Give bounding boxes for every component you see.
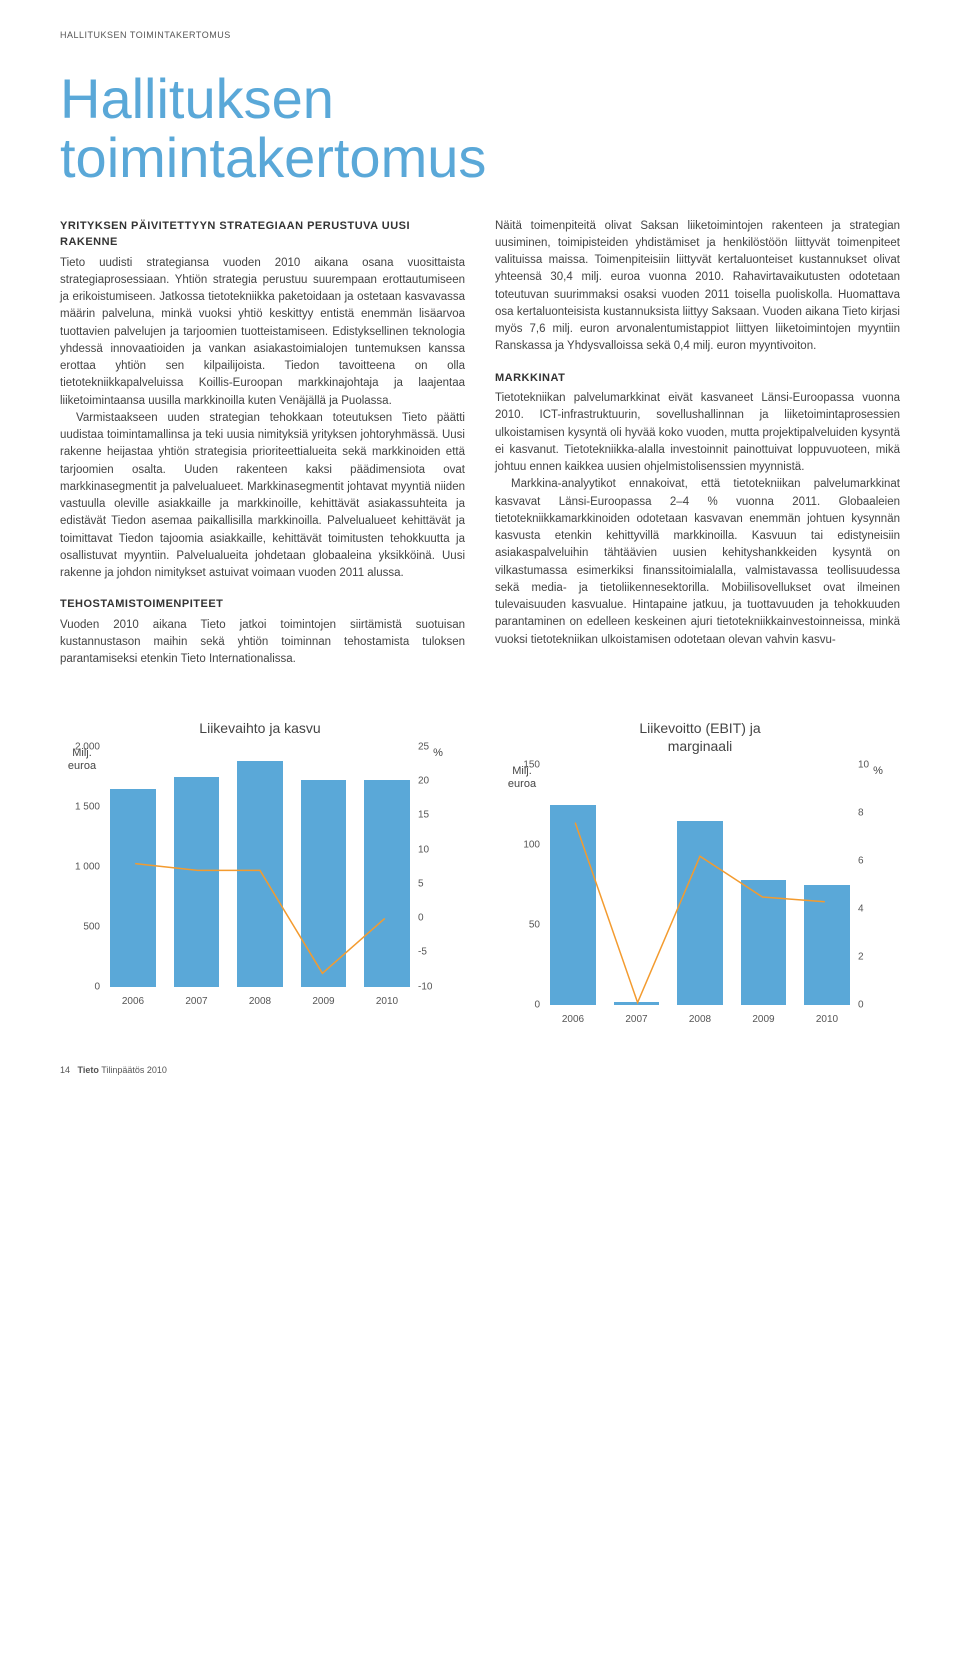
subheading-strategia: YRITYKSEN PÄIVITETTYYN STRATEGIAAN PERUS…	[60, 218, 465, 251]
charts-row: Liikevaihto ja kasvuMilj.euroa05001 0001…	[60, 719, 900, 1025]
x-label: 2008	[677, 1014, 723, 1025]
ytick-right: 5	[418, 878, 446, 889]
chart-title: Liikevaihto ja kasvu	[199, 719, 320, 737]
ytick-left: 1 000	[68, 861, 100, 872]
ytick-right: 4	[858, 903, 886, 914]
ytick-right: 8	[858, 807, 886, 818]
ytick-left: 150	[508, 759, 540, 770]
x-label: 2008	[237, 996, 283, 1007]
footer-doc: Tilinpäätös 2010	[101, 1065, 167, 1075]
y-axis-left-label: Milj.euroa	[500, 765, 544, 1025]
ytick-right: 20	[418, 776, 446, 787]
plot-area: 050100150024681020062007200820092010	[544, 765, 856, 1025]
ytick-right: 0	[418, 913, 446, 924]
x-label: 2010	[804, 1014, 850, 1025]
footer-brand: Tieto	[78, 1065, 99, 1075]
plot-area: 05001 0001 5002 000-10-50510152025200620…	[104, 747, 416, 1007]
ytick-right: 10	[858, 759, 886, 770]
page-footer: 14 Tieto Tilinpäätös 2010	[60, 1065, 900, 1075]
text-columns: YRITYKSEN PÄIVITETTYYN STRATEGIAAN PERUS…	[60, 218, 900, 669]
x-label: 2006	[550, 1014, 596, 1025]
ytick-left: 1 500	[68, 801, 100, 812]
x-label: 2007	[614, 1014, 660, 1025]
main-title: Hallituksentoimintakertomus	[60, 70, 900, 188]
ytick-left: 50	[508, 919, 540, 930]
left-column: YRITYKSEN PÄIVITETTYYN STRATEGIAAN PERUS…	[60, 218, 465, 669]
ytick-right: 10	[418, 844, 446, 855]
chart-body: Milj.euroa05001 0001 5002 000-10-5051015…	[60, 747, 460, 1007]
x-label: 2009	[741, 1014, 787, 1025]
chart-liikevoitto: Liikevoitto (EBIT) jamarginaali Milj.euro…	[500, 719, 900, 1025]
chart-liikevaihto: Liikevaihto ja kasvuMilj.euroa05001 0001…	[60, 719, 460, 1025]
paragraph: Tieto uudisti strategiansa vuoden 2010 a…	[60, 255, 465, 410]
paragraph: Varmistaakseen uuden strategian tehokkaa…	[60, 410, 465, 583]
x-label: 2007	[174, 996, 220, 1007]
paragraph: Vuoden 2010 aikana Tieto jatkoi toiminto…	[60, 617, 465, 669]
paragraph: Näitä toimenpiteitä olivat Saksan liiket…	[495, 218, 900, 356]
running-header: HALLITUKSEN TOIMINTAKERTOMUS	[60, 30, 900, 40]
ytick-left: 2 000	[68, 741, 100, 752]
page-number: 14	[60, 1065, 70, 1075]
ytick-left: 0	[68, 981, 100, 992]
x-labels: 2006 2007 2008 2009 2010	[104, 996, 416, 1007]
paragraph: Tietotekniikan palvelumarkkinat eivät ka…	[495, 390, 900, 476]
chart-body: Milj.euroa050100150024681020062007200820…	[500, 765, 900, 1025]
ytick-right: 25	[418, 741, 446, 752]
ytick-left: 100	[508, 839, 540, 850]
y-axis-left-label: Milj.euroa	[60, 747, 104, 1007]
line-overlay	[544, 765, 856, 1005]
x-label: 2006	[110, 996, 156, 1007]
ytick-right: -10	[418, 981, 446, 992]
ytick-right: 0	[858, 999, 886, 1010]
ytick-right: -5	[418, 947, 446, 958]
chart-title: Liikevoitto (EBIT) jamarginaali	[639, 719, 760, 755]
y-axis-right-label: %	[856, 765, 900, 1025]
subheading-markkinat: MARKKINAT	[495, 370, 900, 387]
ytick-left: 500	[68, 921, 100, 932]
x-label: 2009	[301, 996, 347, 1007]
right-column: Näitä toimenpiteitä olivat Saksan liiket…	[495, 218, 900, 669]
ytick-right: 15	[418, 810, 446, 821]
ytick-right: 2	[858, 951, 886, 962]
ytick-left: 0	[508, 999, 540, 1010]
x-labels: 2006 2007 2008 2009 2010	[544, 1014, 856, 1025]
ytick-right: 6	[858, 855, 886, 866]
x-label: 2010	[364, 996, 410, 1007]
line-overlay	[104, 747, 416, 987]
paragraph: Markkina-analyytikot ennakoivat, että ti…	[495, 476, 900, 649]
subheading-tehostamistoimenpiteet: TEHOSTAMISTOIMENPITEET	[60, 596, 465, 613]
